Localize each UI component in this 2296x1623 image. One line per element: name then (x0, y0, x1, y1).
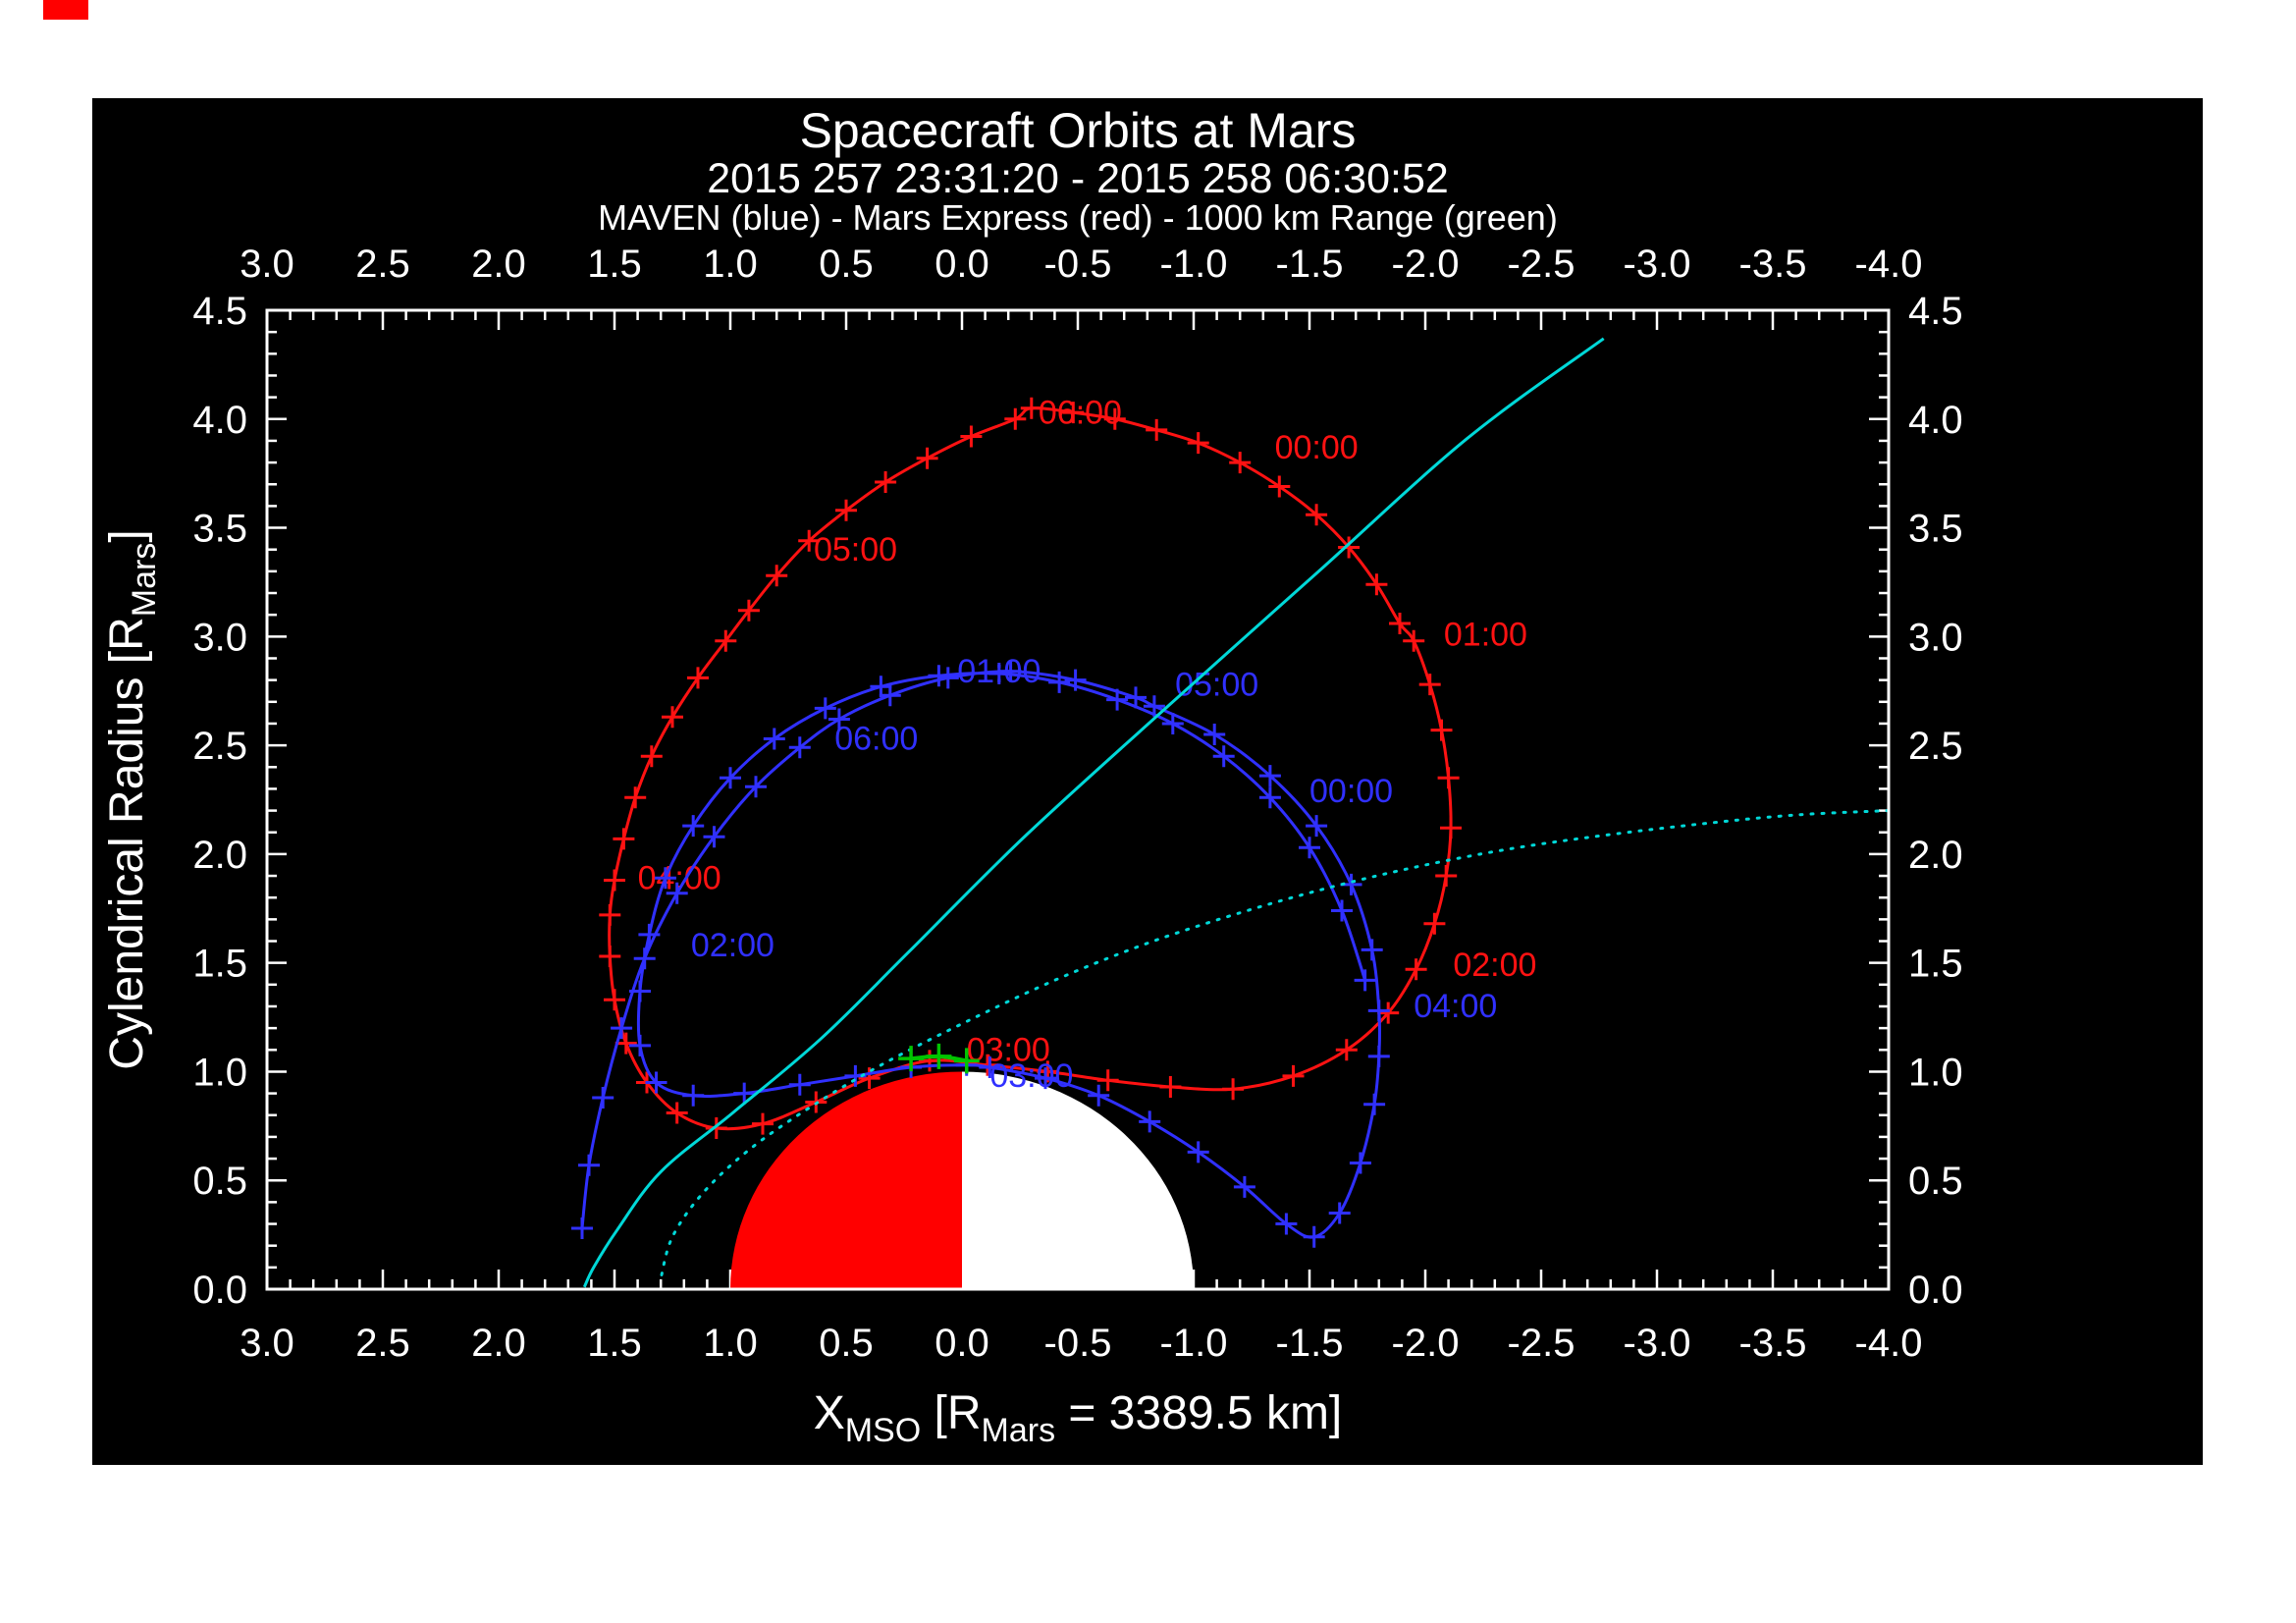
top-left-red-artifact (43, 0, 88, 20)
svg-text:1.0: 1.0 (1908, 1051, 1963, 1094)
svg-text:-1.5: -1.5 (1276, 1322, 1344, 1365)
time-label: 06:00 (834, 721, 918, 758)
svg-text:0.5: 0.5 (819, 243, 874, 286)
svg-text:-3.0: -3.0 (1624, 243, 1691, 286)
svg-text:-0.5: -0.5 (1044, 1322, 1112, 1365)
svg-text:0.5: 0.5 (819, 1322, 874, 1365)
time-label: 02:00 (1453, 947, 1536, 984)
time-label: 06:00 (1039, 394, 1122, 431)
svg-text:-1.5: -1.5 (1276, 243, 1344, 286)
svg-text:-2.0: -2.0 (1392, 1322, 1460, 1365)
svg-text:-4.0: -4.0 (1855, 243, 1923, 286)
chart-legend-line: MAVEN (blue) - Mars Express (red) - 1000… (598, 197, 1558, 238)
time-label: 05:00 (814, 531, 897, 568)
svg-text:Cylendrical Radius [RMars]: Cylendrical Radius [RMars] (101, 529, 163, 1069)
chart-title: Spacecraft Orbits at Mars (800, 103, 1357, 158)
y-axis-title: Cylendrical Radius [RMars] (101, 529, 163, 1069)
svg-text:0.0: 0.0 (934, 243, 989, 286)
svg-text:-2.0: -2.0 (1392, 243, 1460, 286)
svg-text:-1.0: -1.0 (1160, 243, 1228, 286)
svg-text:2.0: 2.0 (471, 1322, 526, 1365)
svg-text:3.5: 3.5 (192, 508, 247, 551)
svg-text:-4.0: -4.0 (1855, 1322, 1923, 1365)
time-label: 05:00 (1175, 666, 1258, 703)
time-label: 02:00 (691, 927, 774, 964)
time-label: 03:00 (967, 1031, 1050, 1068)
svg-text:4.5: 4.5 (1908, 290, 1963, 333)
svg-text:3.0: 3.0 (1908, 616, 1963, 659)
series-cyan-solid-boundary-curve (582, 337, 1605, 1288)
time-label: 01:00 (957, 653, 1041, 690)
svg-text:3.0: 3.0 (240, 243, 294, 286)
range-marker-green (898, 1043, 980, 1074)
time-label: 03:00 (989, 1057, 1073, 1095)
svg-text:0.0: 0.0 (934, 1322, 989, 1365)
svg-text:1.5: 1.5 (587, 1322, 642, 1365)
chart-subtitle: 2015 257 23:31:20 - 2015 258 06:30:52 (707, 155, 1449, 202)
svg-text:3.0: 3.0 (240, 1322, 294, 1365)
svg-text:0.0: 0.0 (1908, 1269, 1963, 1312)
mars-dayside (730, 1071, 962, 1289)
time-label: 00:00 (1309, 773, 1393, 810)
svg-text:-2.5: -2.5 (1508, 243, 1575, 286)
svg-text:-1.0: -1.0 (1160, 1322, 1228, 1365)
y-axis-tick-labels: 0.0 0.0 0.5 0.5 1.0 1.0 1.5 1.5 2.0 2.0 2.5 2.5 3.0 3… (192, 290, 1962, 1312)
svg-text:XMSO [RMars = 3389.5 km]: XMSO [RMars = 3389.5 km] (814, 1387, 1343, 1449)
svg-text:2.5: 2.5 (355, 243, 410, 286)
svg-text:1.5: 1.5 (587, 243, 642, 286)
time-label: 04:00 (1414, 988, 1497, 1025)
svg-text:3.5: 3.5 (1908, 508, 1963, 551)
svg-text:1.0: 1.0 (192, 1051, 247, 1094)
plot-frame (265, 308, 1891, 1291)
svg-text:2.5: 2.5 (192, 725, 247, 768)
svg-text:4.0: 4.0 (1908, 399, 1963, 442)
svg-text:2.0: 2.0 (1908, 834, 1963, 877)
svg-text:-0.5: -0.5 (1044, 243, 1112, 286)
mars-disc (730, 1071, 1194, 1289)
svg-text:-3.5: -3.5 (1739, 1322, 1807, 1365)
svg-text:1.0: 1.0 (703, 1322, 758, 1365)
svg-text:1.5: 1.5 (192, 943, 247, 986)
time-label: 00:00 (1275, 429, 1359, 466)
svg-text:0.0: 0.0 (192, 1269, 247, 1312)
svg-text:-3.5: -3.5 (1739, 243, 1807, 286)
svg-text:2.0: 2.0 (471, 243, 526, 286)
series-maven-orbit: 00:00 01:00 02:00 03:00 04:00 05:00 06:00 (571, 653, 1497, 1248)
svg-text:-3.0: -3.0 (1624, 1322, 1691, 1365)
svg-text:2.5: 2.5 (355, 1322, 410, 1365)
svg-text:1.0: 1.0 (703, 243, 758, 286)
svg-text:4.5: 4.5 (192, 290, 247, 333)
x-axis-title: XMSO [RMars = 3389.5 km] (814, 1387, 1343, 1449)
svg-text:4.0: 4.0 (192, 399, 247, 442)
svg-text:-2.5: -2.5 (1508, 1322, 1575, 1365)
svg-text:0.5: 0.5 (1908, 1160, 1963, 1203)
svg-text:2.5: 2.5 (1908, 725, 1963, 768)
svg-text:2.0: 2.0 (192, 834, 247, 877)
svg-text:3.0: 3.0 (192, 616, 247, 659)
time-label: 01:00 (1444, 616, 1527, 653)
series-cyan-dotted-boundary-curve (659, 809, 1889, 1280)
plot-layer: 3.03.02.52.52.02.01.51.51.01.00.50.50.00… (101, 243, 1963, 1449)
svg-text:0.5: 0.5 (192, 1160, 247, 1203)
svg-text:1.5: 1.5 (1908, 943, 1963, 986)
orbit-tick-markers (571, 660, 1390, 1248)
x-axis-tick-labels: 3.0 3.0 2.5 2.5 2.0 2.0 1.5 1.5 1.0 1.0 0.5 0.5 0.0 0… (240, 243, 1922, 1365)
mars-nightside (962, 1071, 1194, 1289)
